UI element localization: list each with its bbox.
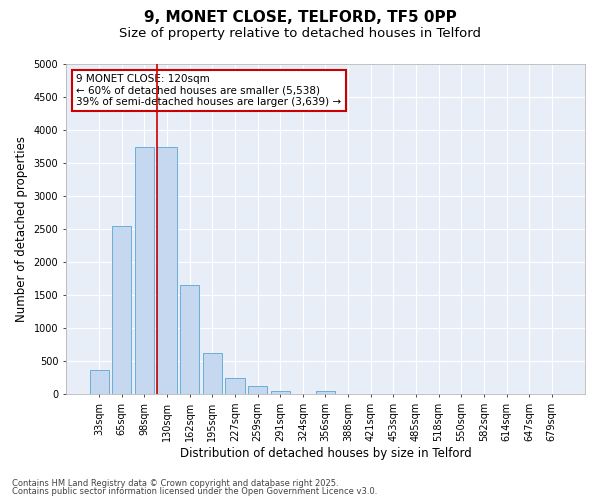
Bar (180, 286, 199, 395)
Bar (112, 226, 131, 394)
Text: 9 MONET CLOSE: 120sqm
← 60% of detached houses are smaller (5,538)
39% of semi-d: 9 MONET CLOSE: 120sqm ← 60% of detached … (76, 74, 341, 107)
Bar (157, 146, 176, 394)
Bar (226, 378, 245, 394)
Text: Contains public sector information licensed under the Open Government Licence v3: Contains public sector information licen… (12, 487, 377, 496)
Text: Contains HM Land Registry data © Crown copyright and database right 2025.: Contains HM Land Registry data © Crown c… (12, 478, 338, 488)
Bar (135, 146, 154, 394)
Y-axis label: Number of detached properties: Number of detached properties (15, 136, 28, 322)
Text: 9, MONET CLOSE, TELFORD, TF5 0PP: 9, MONET CLOSE, TELFORD, TF5 0PP (143, 10, 457, 25)
Text: Size of property relative to detached houses in Telford: Size of property relative to detached ho… (119, 28, 481, 40)
Bar (89, 370, 109, 394)
Bar (203, 353, 222, 395)
X-axis label: Distribution of detached houses by size in Telford: Distribution of detached houses by size … (179, 447, 472, 460)
Bar (248, 386, 267, 394)
Bar (316, 391, 335, 394)
Bar (271, 391, 290, 394)
